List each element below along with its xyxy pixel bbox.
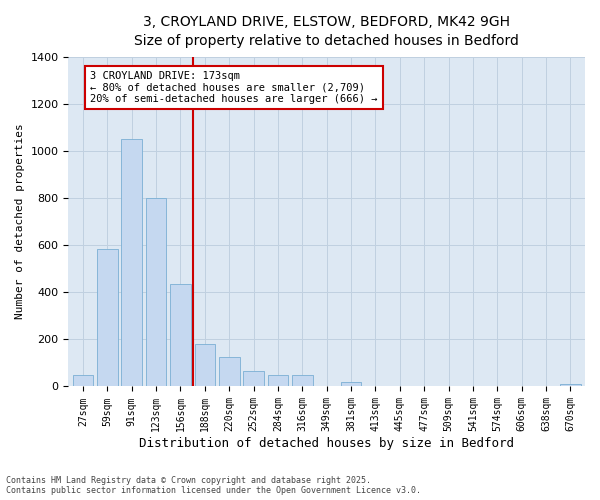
Bar [97,248,118,386]
Bar [243,371,264,386]
Text: Contains HM Land Registry data © Crown copyright and database right 2025.
Contai: Contains HM Land Registry data © Crown c… [6,476,421,495]
Y-axis label: Number of detached properties: Number of detached properties [15,124,25,320]
Bar [268,374,289,386]
Title: 3, CROYLAND DRIVE, ELSTOW, BEDFORD, MK42 9GH
Size of property relative to detach: 3, CROYLAND DRIVE, ELSTOW, BEDFORD, MK42… [134,15,519,48]
Text: 3 CROYLAND DRIVE: 173sqm
← 80% of detached houses are smaller (2,709)
20% of sem: 3 CROYLAND DRIVE: 173sqm ← 80% of detach… [91,70,378,104]
Bar [170,284,191,386]
Bar [219,357,239,386]
X-axis label: Distribution of detached houses by size in Bedford: Distribution of detached houses by size … [139,437,514,450]
Bar [146,198,166,386]
Bar [73,374,94,386]
Bar [194,344,215,387]
Bar [341,382,361,386]
Bar [121,139,142,386]
Bar [292,374,313,386]
Bar [560,384,581,386]
